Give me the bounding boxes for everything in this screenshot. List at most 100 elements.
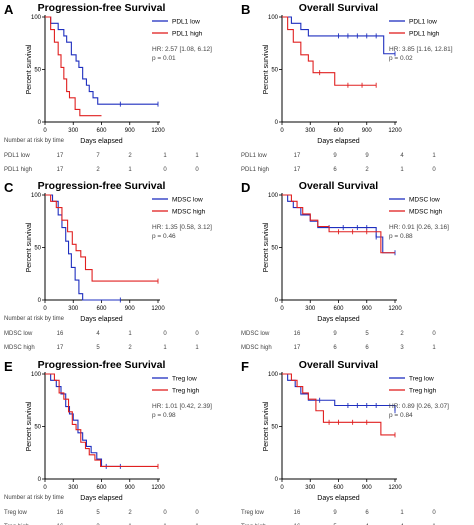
risk-count: 1: [432, 153, 436, 159]
legend-entry: MDSC high: [409, 209, 443, 216]
risk-count: 9: [333, 153, 337, 159]
risk-count: 6: [365, 510, 369, 516]
panel-letter: B: [241, 2, 250, 17]
risk-row-label: PDL1 low: [241, 153, 267, 159]
y-axis-label: Percent survival: [26, 222, 33, 272]
x-tick-label: 0: [280, 128, 284, 134]
risk-row-label: MDSC high: [241, 345, 272, 351]
hazard-ratio: HR: 2.57 [1.08, 6.12]: [152, 46, 212, 53]
risk-count: 0: [195, 167, 199, 173]
risk-count: 0: [163, 167, 167, 173]
panel-letter: F: [241, 359, 249, 374]
y-tick-label: 0: [38, 120, 42, 126]
risk-count: 5: [96, 345, 100, 351]
risk-row-label: MDSC high: [4, 345, 35, 351]
risk-count: 2: [365, 167, 369, 173]
risk-count: 0: [195, 331, 199, 337]
x-tick-label: 900: [125, 306, 136, 312]
y-tick-label: 0: [275, 298, 279, 304]
risk-row-label: PDL1 high: [241, 167, 269, 173]
risk-count: 0: [432, 510, 436, 516]
x-tick-label: 1200: [151, 485, 165, 491]
risk-count: 1: [195, 345, 199, 351]
risk-count: 0: [163, 331, 167, 337]
risk-count: 1: [400, 510, 404, 516]
x-tick-label: 0: [43, 128, 47, 134]
risk-count: 0: [432, 331, 436, 337]
risk-count: 2: [96, 167, 100, 173]
risk-count: 2: [400, 331, 404, 337]
y-axis-label: Percent survival: [263, 44, 270, 94]
legend-entry: Treg high: [172, 388, 200, 395]
panel-title: Overall Survival: [299, 2, 378, 14]
x-tick-label: 300: [68, 485, 79, 491]
panel-title: Overall Survival: [299, 359, 378, 371]
risk-count: 16: [57, 331, 64, 337]
risk-count: 1: [163, 153, 167, 159]
legend-entry: PDL1 high: [409, 31, 440, 38]
risk-count: 6: [333, 345, 337, 351]
risk-row-label: Treg low: [4, 510, 27, 516]
panel-f: F Overall Survival 0 50 100 0 300 600 900 1200 Per…: [241, 359, 449, 525]
x-axis-label: Days elapsed: [80, 316, 123, 323]
panel-title: Progression-free Survival: [38, 2, 166, 14]
x-tick-label: 600: [96, 128, 107, 134]
y-tick-label: 100: [268, 193, 279, 199]
risk-count: 0: [432, 167, 436, 173]
survival-curve-treg-high: [45, 373, 158, 467]
x-axis-label: Days elapsed: [80, 138, 123, 145]
risk-count: 5: [365, 331, 369, 337]
survival-curve-mdsc-high: [282, 194, 395, 254]
x-tick-label: 600: [96, 485, 107, 491]
risk-count: 9: [333, 331, 337, 337]
survival-curve-mdsc-low: [282, 194, 395, 254]
risk-count: 16: [57, 510, 64, 516]
p-value: p = 0.98: [152, 412, 176, 419]
legend-entry: Treg low: [409, 376, 434, 383]
legend-entry: MDSC low: [172, 197, 203, 204]
risk-count: 4: [96, 331, 100, 337]
risk-count: 17: [294, 153, 301, 159]
y-tick-label: 50: [34, 425, 41, 431]
x-tick-label: 1200: [151, 306, 165, 312]
y-tick-label: 0: [38, 298, 42, 304]
survival-curve-pdl1-low: [282, 16, 395, 55]
y-axis-label: Percent survival: [26, 401, 33, 451]
risk-table-title: Number at risk by time: [4, 495, 65, 501]
y-tick-label: 50: [34, 246, 41, 252]
legend-entry: Treg low: [172, 376, 197, 383]
x-tick-label: 300: [68, 306, 79, 312]
risk-count: 0: [195, 510, 199, 516]
risk-count: 4: [400, 153, 404, 159]
risk-table-title: Number at risk by time: [4, 138, 65, 144]
x-tick-label: 300: [305, 485, 316, 491]
panel-letter: D: [241, 180, 250, 195]
y-tick-label: 0: [275, 120, 279, 126]
risk-count: 1: [432, 345, 436, 351]
x-axis-label: Days elapsed: [80, 495, 123, 502]
p-value: p = 0.01: [152, 55, 176, 62]
legend-entry: PDL1 low: [172, 19, 200, 26]
y-axis-label: Percent survival: [263, 401, 270, 451]
hazard-ratio: HR: 3.85 [1.16, 12.81]: [389, 46, 453, 53]
panel-title: Progression-free Survival: [38, 359, 166, 371]
x-tick-label: 600: [333, 306, 344, 312]
risk-row-label: MDSC low: [4, 331, 33, 337]
y-tick-label: 100: [31, 15, 42, 21]
p-value: p = 0.02: [389, 55, 413, 62]
risk-count: 3: [400, 345, 404, 351]
risk-count: 5: [96, 510, 100, 516]
x-tick-label: 1200: [151, 128, 165, 134]
legend-entry: PDL1 low: [409, 19, 437, 26]
legend-entry: Treg high: [409, 388, 437, 395]
risk-count: 17: [57, 345, 64, 351]
risk-count: 2: [128, 153, 132, 159]
survival-curve-treg-high: [282, 373, 395, 436]
x-tick-label: 600: [333, 128, 344, 134]
risk-count: 1: [163, 345, 167, 351]
p-value: p = 0.88: [389, 233, 413, 240]
survival-curve-pdl1-low: [45, 16, 158, 105]
risk-count: 2: [128, 510, 132, 516]
panel-title: Progression-free Survival: [38, 180, 166, 192]
